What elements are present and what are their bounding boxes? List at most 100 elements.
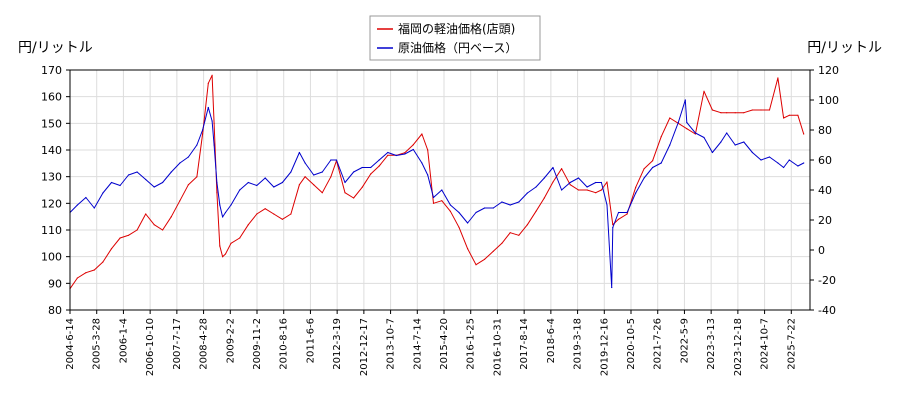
x-tick-label: 2016-10-31 bbox=[492, 318, 503, 376]
series-1-point bbox=[441, 189, 443, 191]
series-0-point bbox=[569, 184, 571, 186]
series-0-point bbox=[726, 112, 728, 114]
x-tick-label: 2009-2-2 bbox=[225, 318, 236, 363]
series-1-point bbox=[110, 181, 113, 184]
series-1-point bbox=[751, 151, 754, 154]
series-0-point bbox=[751, 109, 754, 111]
series-1-point bbox=[412, 148, 414, 151]
series-0-point bbox=[119, 237, 121, 239]
series-1-point bbox=[273, 186, 275, 188]
series-1-point bbox=[170, 171, 172, 173]
legend: 福岡の軽油価格(店頭) 原油価格（円ベース） bbox=[369, 15, 541, 61]
series-1-point bbox=[626, 211, 628, 214]
series-0-point bbox=[281, 218, 283, 220]
series-1-point bbox=[353, 171, 355, 173]
series-1-point bbox=[281, 181, 283, 184]
x-tick-label: 2009-11-2 bbox=[252, 318, 263, 370]
series-1-point bbox=[458, 211, 460, 214]
series-0-point bbox=[783, 117, 785, 119]
x-tick-label: 2013-10-7 bbox=[386, 318, 397, 370]
series-0-point bbox=[313, 184, 315, 186]
series-1-point bbox=[703, 136, 705, 139]
series-1-point bbox=[561, 189, 563, 191]
series-0-point bbox=[552, 181, 554, 183]
series-1-point bbox=[207, 106, 209, 109]
y-left-tick-label: 130 bbox=[41, 171, 62, 184]
series-0-point bbox=[526, 224, 529, 226]
series-1-point bbox=[421, 162, 423, 164]
x-tick-label: 2004-6-14 bbox=[65, 318, 76, 370]
y-right-tick-label: 80 bbox=[818, 124, 832, 137]
series-1-point bbox=[617, 211, 620, 214]
x-tick-label: 2021-7-26 bbox=[653, 318, 664, 370]
series-0-point bbox=[224, 253, 227, 255]
series-1-point bbox=[119, 184, 121, 187]
series-1-point bbox=[677, 121, 679, 124]
series-1-point bbox=[449, 204, 451, 206]
series-0-point bbox=[110, 248, 113, 250]
series-0-point bbox=[202, 133, 204, 135]
series-1-point bbox=[330, 159, 332, 161]
series-1-point bbox=[213, 144, 215, 146]
series-0-point bbox=[353, 197, 355, 199]
series-1-point bbox=[321, 171, 323, 173]
series-layer bbox=[69, 74, 805, 290]
y-right-tick-label: 0 bbox=[818, 244, 825, 257]
series-0-point bbox=[777, 77, 779, 79]
series-1-point bbox=[694, 132, 697, 134]
series-0-point bbox=[626, 213, 628, 215]
series-0-point bbox=[361, 186, 363, 188]
series-1-point bbox=[509, 204, 511, 206]
x-tick-label: 2014-7-14 bbox=[412, 318, 423, 370]
series-1-point bbox=[224, 211, 227, 214]
series-0-point bbox=[475, 264, 477, 266]
series-1-point bbox=[196, 144, 198, 146]
series-0-point bbox=[102, 261, 104, 263]
series-0-point bbox=[213, 122, 215, 124]
series-0-point bbox=[330, 176, 332, 178]
series-1-point bbox=[577, 177, 580, 179]
series-1-point bbox=[711, 151, 714, 154]
series-1-point bbox=[370, 166, 372, 169]
y-right-tick-label: -20 bbox=[818, 274, 836, 287]
series-1-point bbox=[230, 204, 232, 206]
series-0-point bbox=[703, 90, 705, 92]
x-tick-label: 2019-3-18 bbox=[573, 318, 584, 370]
series-0-point bbox=[145, 213, 147, 215]
y-right-tick-label: 100 bbox=[818, 94, 839, 107]
series-0-point bbox=[230, 242, 232, 244]
series-0-point bbox=[577, 189, 580, 191]
grid bbox=[69, 69, 810, 311]
series-1-point bbox=[211, 120, 213, 122]
series-0-point bbox=[179, 200, 181, 202]
series-line-1 bbox=[69, 99, 804, 288]
series-1-point bbox=[202, 129, 204, 131]
series-0-point bbox=[501, 242, 503, 244]
x-tick-label: 2010-8-16 bbox=[279, 318, 290, 370]
y-left-tick-label: 110 bbox=[41, 224, 62, 237]
y-left-tick-label: 170 bbox=[41, 64, 62, 77]
series-1-point bbox=[660, 162, 662, 164]
series-0-point bbox=[273, 213, 275, 215]
series-1-point bbox=[635, 192, 637, 194]
x-tick-label: 2019-12-16 bbox=[599, 318, 610, 376]
series-1-point bbox=[247, 181, 249, 184]
series-1-point bbox=[501, 201, 503, 203]
series-0-point bbox=[290, 213, 292, 215]
series-0-point bbox=[264, 208, 266, 210]
x-tick-label: 2015-4-20 bbox=[439, 318, 450, 370]
series-0-point bbox=[187, 184, 189, 186]
series-1-point bbox=[518, 201, 520, 203]
series-1-point bbox=[264, 177, 266, 179]
series-0-point bbox=[543, 197, 545, 199]
series-0-point bbox=[85, 272, 87, 274]
series-0-point bbox=[412, 144, 414, 146]
x-tick-label: 2023-3-13 bbox=[706, 318, 717, 370]
series-1-point bbox=[611, 286, 613, 289]
series-1-point bbox=[600, 181, 603, 184]
series-0-point bbox=[344, 192, 346, 194]
series-0-point bbox=[247, 224, 249, 226]
series-1-point bbox=[222, 216, 224, 218]
